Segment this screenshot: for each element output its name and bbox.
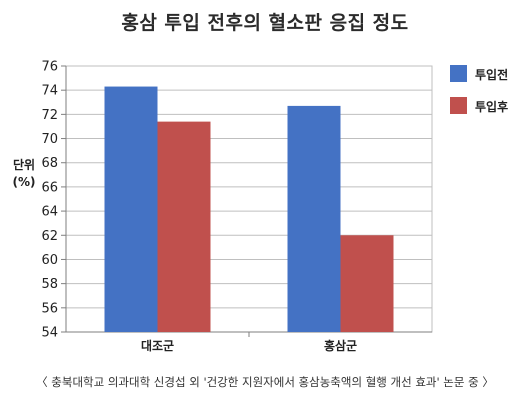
y-tick-label: 70: [41, 132, 58, 147]
y-tick-label: 58: [41, 277, 58, 292]
y-tick-label: 62: [41, 229, 58, 244]
y-tick-label: 72: [41, 108, 58, 123]
bar-before-0: [104, 86, 158, 333]
y-tick-label: 76: [41, 60, 58, 75]
y-tick-label: 54: [41, 326, 58, 341]
legend-swatch-before: [450, 65, 467, 82]
bar-after-0: [157, 121, 211, 332]
bar-before-1: [287, 105, 341, 333]
y-tick-label: 66: [41, 180, 58, 195]
chart-title: 홍삼 투입 전후의 혈소판 응집 정도: [121, 12, 409, 34]
y-axis-label-percent: (%): [12, 175, 36, 189]
y-tick-label: 68: [41, 156, 58, 171]
legend-label-before: 투입전: [475, 68, 509, 82]
y-tick-label: 56: [41, 301, 58, 316]
y-axis-label-unit: 단위: [12, 158, 36, 172]
x-tick-label: 대조군: [141, 339, 174, 353]
legend-label-after: 투입후: [475, 100, 509, 114]
y-tick-label: 64: [41, 205, 58, 220]
x-tick-label: 홍삼군: [324, 338, 357, 353]
bar-after-1: [340, 235, 394, 332]
y-tick-label: 74: [41, 84, 58, 99]
legend-swatch-after: [450, 97, 467, 114]
y-axis-label: 단위 (%): [6, 157, 42, 191]
source-footnote: 〈 충북대학교 의과대학 신경섭 외 '건강한 지원자에서 홍삼농축액의 혈행 …: [36, 375, 494, 389]
y-tick-label: 60: [41, 253, 58, 268]
